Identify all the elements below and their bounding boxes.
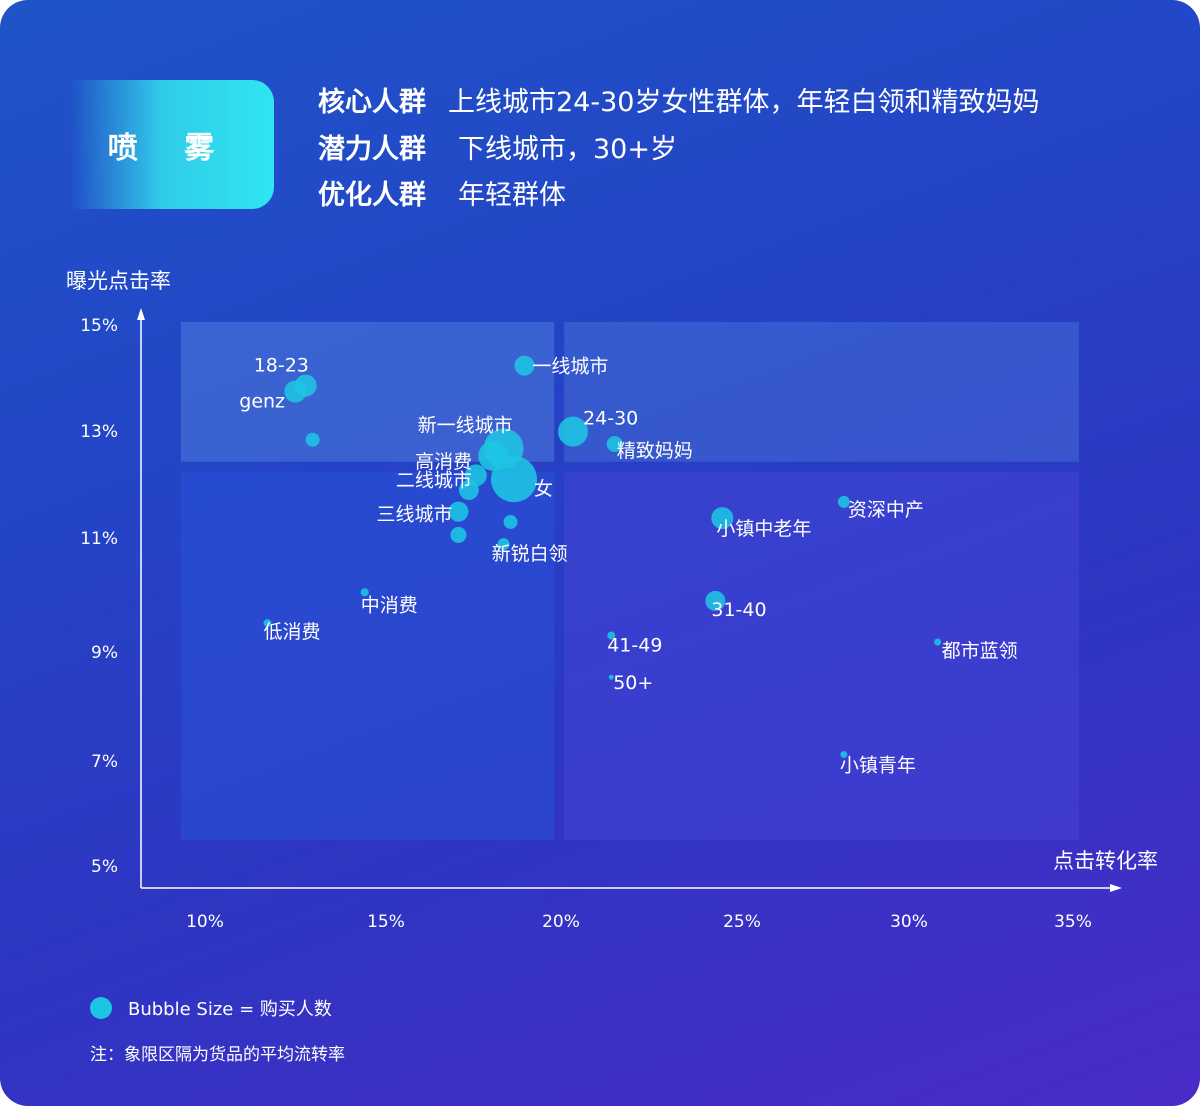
x-axis-title: 点击转化率 — [1053, 849, 1158, 873]
x-tick-label: 20% — [542, 912, 580, 932]
footnote: 注：象限区隔为货品的平均流转率 — [90, 1045, 345, 1065]
info-value: 下线城市，30+岁 — [458, 134, 677, 165]
bubble-label: 资深中产 — [848, 499, 924, 521]
info-row-optimize: 优化人群 年轻群体 — [318, 173, 566, 212]
bubble — [934, 638, 942, 646]
bubble — [503, 514, 518, 529]
x-tick-label: 35% — [1054, 912, 1092, 932]
bubble — [305, 432, 320, 447]
category-tag: 喷 雾 — [70, 80, 274, 209]
y-axis-arrow-icon — [137, 308, 145, 320]
y-tick-label: 15% — [80, 316, 118, 336]
bubble-label: 31-40 — [711, 599, 766, 621]
x-tick-label: 25% — [723, 912, 761, 932]
bubble — [458, 480, 479, 501]
bubble — [606, 436, 623, 453]
info-value: 上线城市24-30岁女性群体，年轻白领和精致妈妈 — [448, 87, 1040, 118]
bubble-label: 新一线城市 — [418, 414, 513, 436]
quadrant-top-right — [564, 322, 1079, 462]
bubble — [608, 674, 614, 680]
y-tick-label: 9% — [91, 643, 118, 663]
bubble-label: 低消费 — [263, 621, 320, 643]
x-axis-arrow-icon — [1110, 884, 1122, 892]
bubble-label: genz — [239, 391, 285, 413]
bubble-label: 二线城市 — [396, 469, 472, 491]
bubble — [491, 456, 538, 503]
legend-bubble-icon — [90, 997, 112, 1019]
bubble-label: 50+ — [613, 672, 653, 694]
bubble — [448, 501, 469, 522]
quadrant-bottom-right — [564, 471, 1079, 840]
bubble — [360, 588, 369, 597]
y-tick-label: 7% — [91, 752, 118, 772]
bubble-label: 高消费 — [415, 451, 472, 473]
bubble — [497, 538, 510, 551]
bubble-label: 都市蓝领 — [942, 640, 1018, 662]
x-tick-label: 15% — [367, 912, 405, 932]
bubble-label: 小镇青年 — [840, 755, 916, 777]
category-tag-label: 喷 雾 — [107, 130, 233, 166]
bubble-label: 三线城市 — [376, 504, 452, 526]
bubble-label: 小镇中老年 — [716, 518, 811, 540]
info-row-potential: 潜力人群 下线城市，30+岁 — [318, 127, 677, 166]
bubble-label: 24-30 — [583, 408, 638, 430]
quadrant-bottom-left — [181, 471, 555, 840]
bubble-label: 精致妈妈 — [617, 440, 693, 462]
bubble — [284, 380, 307, 403]
info-key: 核心人群 — [318, 87, 426, 118]
x-tick-label: 30% — [890, 912, 928, 932]
y-axis-title: 曝光点击率 — [66, 269, 171, 293]
info-row-core: 核心人群 上线城市24-30岁女性群体，年轻白领和精致妈妈 — [318, 80, 1039, 119]
y-tick-label: 5% — [91, 857, 118, 877]
info-key: 潜力人群 — [318, 134, 426, 165]
bubble — [263, 619, 272, 628]
info-value: 年轻群体 — [458, 180, 566, 211]
legend: Bubble Size = 购买人数 — [90, 995, 332, 1021]
info-key: 优化人群 — [318, 180, 426, 211]
bubble — [837, 495, 850, 508]
bubble-label: 新锐白领 — [492, 543, 568, 565]
bubble — [514, 355, 535, 376]
y-tick-label: 13% — [80, 422, 118, 442]
bubble — [840, 751, 848, 759]
bubble — [558, 416, 589, 447]
bubble-label: 中消费 — [361, 594, 418, 616]
x-tick-label: 10% — [186, 912, 224, 932]
legend-text: Bubble Size = 购买人数 — [128, 999, 332, 1020]
bubble — [705, 590, 726, 611]
y-tick-label: 11% — [80, 529, 118, 549]
bubble-label: 一线城市 — [532, 356, 608, 378]
bubble — [711, 507, 734, 530]
bubble — [450, 526, 467, 543]
bubble-label: 41-49 — [607, 635, 662, 657]
bubble-label: 18-23 — [254, 355, 309, 377]
bubble-label: 女 — [534, 478, 553, 500]
bubble — [607, 631, 616, 640]
